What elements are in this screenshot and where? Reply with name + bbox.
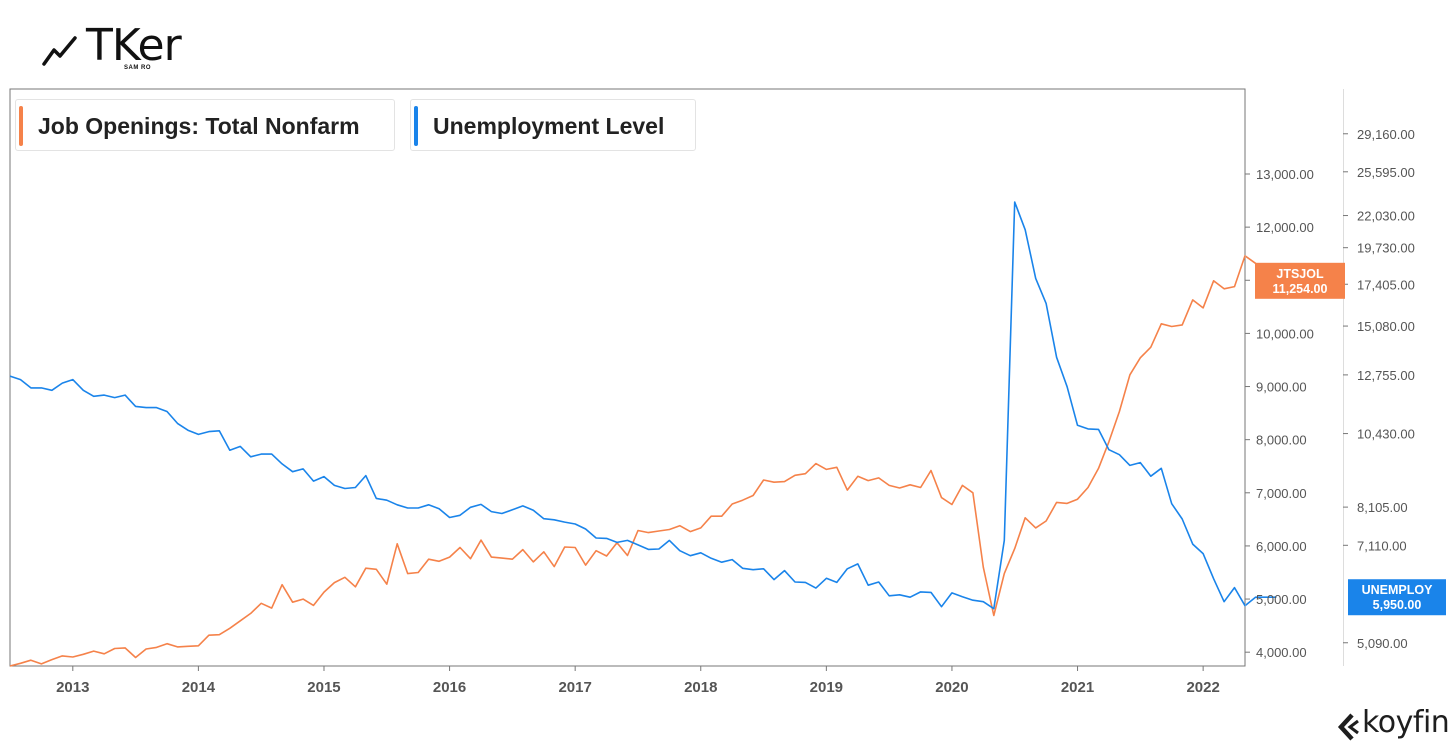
right-tick-label: 8,105.00 (1357, 500, 1408, 515)
x-tick-label-2020: 2020 (935, 679, 968, 696)
x-tick-label-2021: 2021 (1061, 679, 1094, 696)
x-tick-label-2019: 2019 (810, 679, 843, 696)
koyfin-logo-text: koyfin (1362, 705, 1450, 740)
left-tick-label: 10,000.00 (1256, 326, 1314, 341)
badge-value-unemploy: 5,950.00 (1373, 598, 1422, 612)
badge-bg-jtsjol (1255, 262, 1345, 299)
left-tick-label: 7,000.00 (1256, 486, 1307, 501)
legend-job-openings-swatch (19, 106, 23, 146)
series-job-openings-line (9, 255, 1267, 667)
x-tick-label-2014: 2014 (182, 679, 216, 696)
left-tick-label: 13,000.00 (1256, 167, 1314, 182)
series-unemployment-line (9, 201, 1277, 610)
x-tick-label-2017: 2017 (558, 679, 591, 696)
koyfin-logo-icon (1337, 713, 1359, 741)
right-tick-label: 29,160.00 (1357, 127, 1415, 142)
badge-bg-unemploy (1348, 579, 1446, 616)
left-tick-label: 5,000.00 (1256, 592, 1307, 607)
left-tick-label: 9,000.00 (1256, 380, 1307, 395)
legend-unemployment-swatch (414, 106, 418, 146)
left-tick-label: 4,000.00 (1256, 645, 1307, 660)
tker-logo-icon (42, 36, 77, 66)
x-tick-label-2016: 2016 (433, 679, 466, 696)
legend-job-openings-label: Job Openings: Total Nonfarm (38, 113, 360, 139)
left-tick-label: 12,000.00 (1256, 220, 1314, 235)
badge-ticker-jtsjol: JTSJOL (1276, 267, 1324, 281)
right-tick-label: 25,595.00 (1357, 165, 1415, 180)
tker-logo-text: TKer (86, 20, 182, 71)
right-tick-label: 5,090.00 (1357, 636, 1408, 651)
left-tick-label: 8,000.00 (1256, 433, 1307, 448)
left-tick-label: 6,000.00 (1256, 539, 1307, 554)
right-tick-label: 22,030.00 (1357, 209, 1415, 224)
legend-unemployment-label: Unemployment Level (433, 113, 665, 139)
right-tick-label: 19,730.00 (1357, 241, 1415, 256)
x-tick-label-2013: 2013 (56, 679, 89, 696)
badge-ticker-unemploy: UNEMPLOY (1362, 583, 1434, 597)
x-tick-label-2015: 2015 (307, 679, 340, 696)
badge-value-jtsjol: 11,254.00 (1273, 282, 1328, 296)
right-tick-label: 15,080.00 (1357, 319, 1415, 334)
tker-logo-subtitle: SAM RO (124, 65, 151, 71)
right-tick-label: 10,430.00 (1357, 427, 1415, 442)
right-tick-label: 12,755.00 (1357, 368, 1415, 383)
x-tick-label-2018: 2018 (684, 679, 717, 696)
x-tick-label-2022: 2022 (1186, 679, 1219, 696)
right-tick-label: 7,110.00 (1357, 538, 1407, 553)
legend-job-openings[interactable]: Job Openings: Total Nonfarm (15, 99, 395, 151)
legend-unemployment[interactable]: Unemployment Level (410, 99, 696, 151)
right-tick-label: 17,405.00 (1357, 277, 1415, 292)
plot-frame (9, 88, 1246, 667)
